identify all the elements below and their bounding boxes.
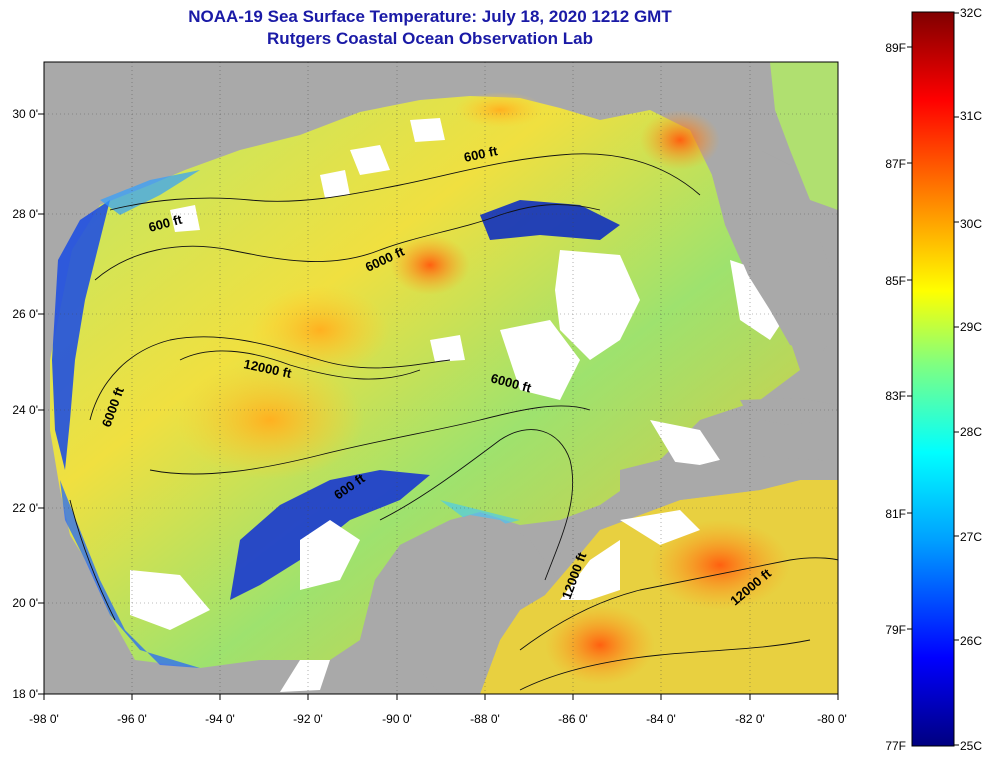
- gulf-of-mexico: [50, 96, 800, 668]
- lat-tick-label: 18 0': [12, 687, 38, 701]
- lat-tick-label: 30 0': [12, 107, 38, 121]
- fahrenheit-label: 89F: [885, 41, 906, 55]
- celsius-label: 25C: [960, 739, 982, 753]
- lat-tick-label: 26 0': [12, 307, 38, 321]
- lon-tick-label: -82 0': [735, 712, 765, 726]
- map-subtitle: Rutgers Coastal Ocean Observation Lab: [267, 29, 593, 48]
- map-title: NOAA-19 Sea Surface Temperature: July 18…: [188, 7, 672, 26]
- fahrenheit-label: 77F: [885, 739, 906, 753]
- celsius-label: 28C: [960, 425, 982, 439]
- lat-tick-label: 24 0': [12, 403, 38, 417]
- fahrenheit-label: 79F: [885, 623, 906, 637]
- fahrenheit-label: 87F: [885, 157, 906, 171]
- atlantic-strip: [770, 62, 838, 210]
- celsius-label: 27C: [960, 530, 982, 544]
- fahrenheit-label: 83F: [885, 389, 906, 403]
- lon-tick-label: -84 0': [646, 712, 676, 726]
- lon-tick-label: -88 0': [470, 712, 500, 726]
- lon-tick-label: -80 0': [817, 712, 847, 726]
- lon-tick-label: -96 0': [117, 712, 147, 726]
- celsius-label: 31C: [960, 109, 982, 123]
- lon-tick-label: -98 0': [29, 712, 59, 726]
- map-frame: [43, 61, 839, 695]
- lon-tick-label: -86 0': [558, 712, 588, 726]
- lat-tick-label: 28 0': [12, 207, 38, 221]
- lon-tick-label: -94 0': [205, 712, 235, 726]
- celsius-label: 26C: [960, 634, 982, 648]
- lon-tick-label: -92 0': [293, 712, 323, 726]
- lon-tick-label: -90 0': [382, 712, 412, 726]
- fahrenheit-label: 81F: [885, 507, 906, 521]
- colorbar-gradient: [911, 11, 955, 747]
- celsius-label: 29C: [960, 320, 982, 334]
- lat-tick-label: 20 0': [12, 596, 38, 610]
- lat-tick-label: 22 0': [12, 501, 38, 515]
- celsius-label: 32C: [960, 6, 982, 20]
- celsius-label: 30C: [960, 217, 982, 231]
- fahrenheit-label: 85F: [885, 274, 906, 288]
- contour-label: 600 ft: [463, 143, 500, 165]
